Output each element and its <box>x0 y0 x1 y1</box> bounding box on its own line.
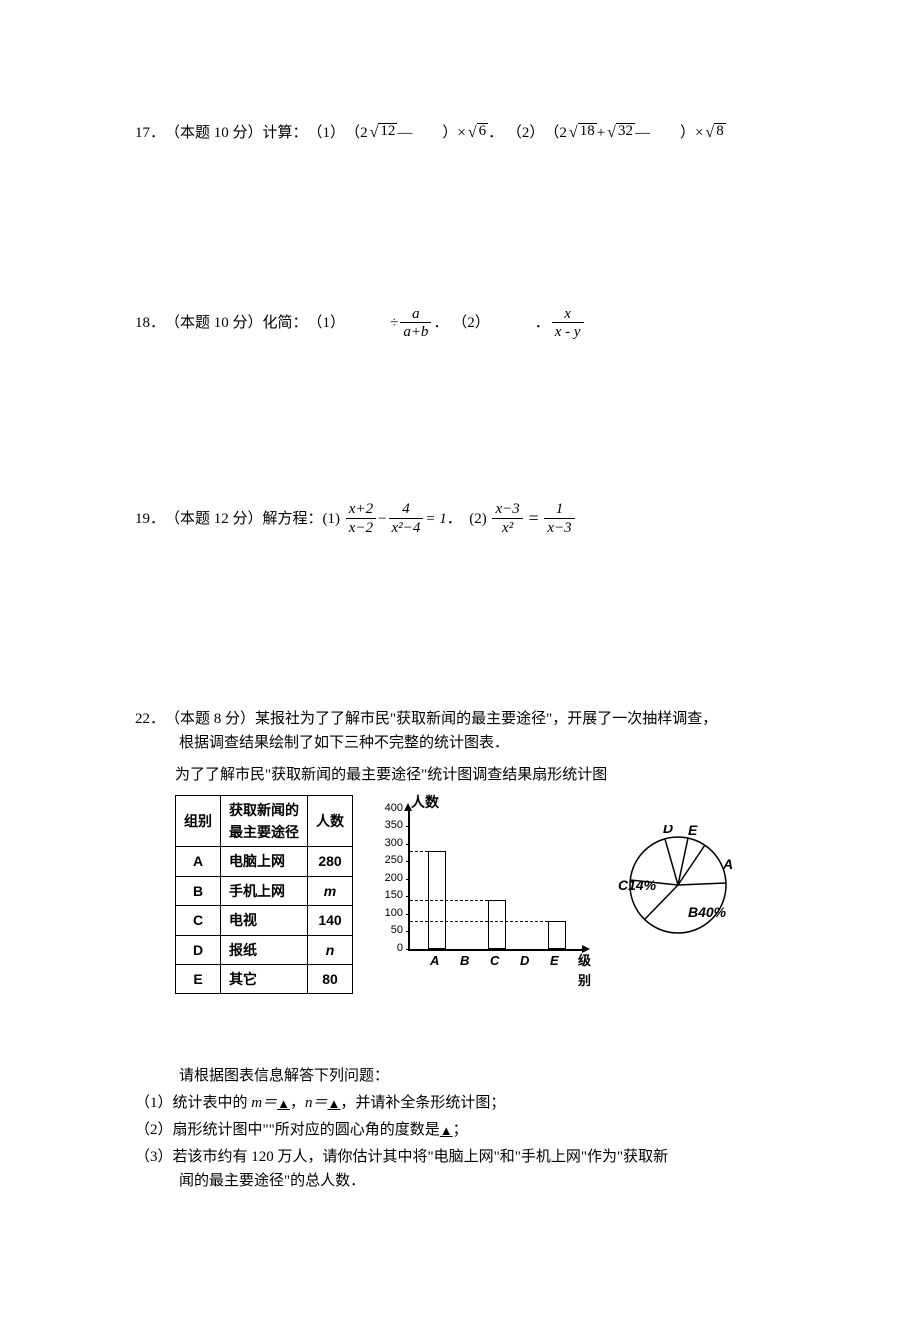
part-label: (1) <box>323 507 341 531</box>
chart-xlabel: D <box>520 951 529 972</box>
expr-text: — ）× <box>397 121 465 145</box>
chart-ylabel: 0 <box>397 943 403 954</box>
op-divide: ÷ <box>390 311 398 335</box>
figures-row: 组别 获取新闻的 最主要途径 人数 A电脑上网280 B手机上网m C电视140… <box>175 795 785 995</box>
figure-title: 为了了解市民"获取新闻的最主要途径"统计图调查结果扇形统计图 <box>175 763 785 787</box>
sqrt-icon: √18 <box>567 120 597 146</box>
expr-text: （2 <box>345 121 368 145</box>
blank-icon: ▲ <box>328 1094 341 1115</box>
problem-18: 18． （本题 10 分） 化简： （1） ÷ a a+b ． （2） ． x … <box>135 306 785 342</box>
part-label: （2） <box>452 311 490 335</box>
op-minus: − <box>378 507 386 531</box>
period: ． <box>488 121 503 145</box>
chart-bar <box>488 900 506 949</box>
part-label: （1） <box>308 121 346 145</box>
period: ． <box>447 507 462 531</box>
chart-bar <box>548 921 566 949</box>
problem-label: 解方程： <box>263 507 323 531</box>
problem-label: 计算： <box>263 121 308 145</box>
chart-plot <box>408 809 585 951</box>
chart-ylabel: 100 <box>385 908 403 919</box>
period: ． <box>433 311 448 335</box>
part-label: （1） <box>308 311 346 335</box>
sqrt-icon: √8 <box>703 120 725 146</box>
problem-17: 17． （本题 10 分） 计算： （1） （2√12— ）×√6． （2） （… <box>135 120 785 146</box>
table-header: 获取新闻的 最主要途径 <box>221 795 308 847</box>
table-row: E其它80 <box>176 964 353 993</box>
part-label: (2) <box>469 507 487 531</box>
table-header: 人数 <box>308 795 353 847</box>
q22-after: 请根据图表信息解答下列问题： <box>135 1064 785 1088</box>
table-row: B手机上网m <box>176 876 353 905</box>
problem-22: 22． （本题 8 分） 某报社为了了解市民"获取新闻的最主要途径"，开展了一次… <box>135 707 785 1194</box>
pie-label-C: C14% <box>618 877 657 893</box>
sub-q3: （3）若该市约有 120 万人，请你估计其中将"电脑上网"和"手机上网"作为"获… <box>135 1149 668 1165</box>
chart-x-end-label: 级别 <box>578 951 593 993</box>
problem-score: （本题 10 分） <box>165 121 263 145</box>
op-eq: = <box>529 504 539 533</box>
gap: ． <box>490 311 550 335</box>
sqrt-icon: √32 <box>605 120 635 146</box>
chart-xlabel: B <box>460 951 469 972</box>
sqrt-icon: √12 <box>368 120 398 146</box>
pie-chart: A B40% C14% D E <box>613 825 753 945</box>
sub-q2: （2）扇形统计图中""所对应的圆心角的度数是 <box>135 1122 440 1138</box>
pie-label-E: E <box>688 825 698 838</box>
pie-label-A: A <box>722 856 733 872</box>
blank-icon: ▲ <box>277 1094 290 1115</box>
problem-score: （本题 12 分） <box>165 507 263 531</box>
chart-xlabel: A <box>430 951 439 972</box>
problem-19: 19． （本题 12 分） 解方程： (1) x+2 x−2 − 4 x²−4 … <box>135 501 785 537</box>
expr-text: + <box>597 121 605 145</box>
chart-xlabel: C <box>490 951 499 972</box>
pie-label-B: B40% <box>688 904 727 920</box>
expr-text: （2 <box>544 121 567 145</box>
chart-ylabel: 50 <box>391 925 403 936</box>
table-header: 组别 <box>176 795 221 847</box>
fraction: x+2 x−2 <box>346 501 376 537</box>
sub-q3-cont: 闻的最主要途径"的总人数． <box>135 1169 785 1193</box>
chart-ylabel: 150 <box>385 890 403 901</box>
table-row: A电脑上网280 <box>176 847 353 876</box>
fraction: a a+b <box>400 306 431 342</box>
problem-number: 19． <box>135 507 165 531</box>
blank-icon: ▲ <box>440 1121 453 1142</box>
chart-ylabel: 350 <box>385 820 403 831</box>
table-row: D报纸n <box>176 935 353 964</box>
table-row: C电视140 <box>176 906 353 935</box>
eq-rhs: = 1 <box>425 507 446 531</box>
problem-score: （本题 8 分） <box>165 707 255 731</box>
page: 17． （本题 10 分） 计算： （1） （2√12— ）×√6． （2） （… <box>0 0 920 1333</box>
gap <box>345 311 390 335</box>
sqrt-icon: √6 <box>466 120 488 146</box>
problem-intro: 根据调查结果绘制了如下三种不完整的统计图表． <box>179 735 509 751</box>
chart-ylabel: 300 <box>385 838 403 849</box>
fraction: 1 x−3 <box>544 501 574 537</box>
pie-label-D: D <box>663 825 673 836</box>
expr-text: — ）× <box>635 121 703 145</box>
chart-ylabel: 400 <box>385 803 403 814</box>
fraction: 4 x²−4 <box>389 501 424 537</box>
problem-number: 18． <box>135 311 165 335</box>
bar-chart: 人数 050100150200250300350400ABCDE级别 <box>373 795 593 975</box>
problem-label: 化简： <box>263 311 308 335</box>
problem-score: （本题 10 分） <box>165 311 263 335</box>
fraction: x−3 x² <box>492 501 522 537</box>
chart-ylabel: 250 <box>385 855 403 866</box>
chart-ylabel: 200 <box>385 873 403 884</box>
problem-number: 17． <box>135 121 165 145</box>
sub-q1: （1）统计表中的 <box>135 1095 251 1111</box>
data-table: 组别 获取新闻的 最主要途径 人数 A电脑上网280 B手机上网m C电视140… <box>175 795 353 995</box>
chart-xlabel: E <box>550 951 559 972</box>
problem-intro: 某报社为了了解市民"获取新闻的最主要途径"，开展了一次抽样调查， <box>255 707 717 731</box>
part-label: （2） <box>507 121 545 145</box>
fraction: x x - y <box>552 306 584 342</box>
problem-number: 22． <box>135 707 165 731</box>
